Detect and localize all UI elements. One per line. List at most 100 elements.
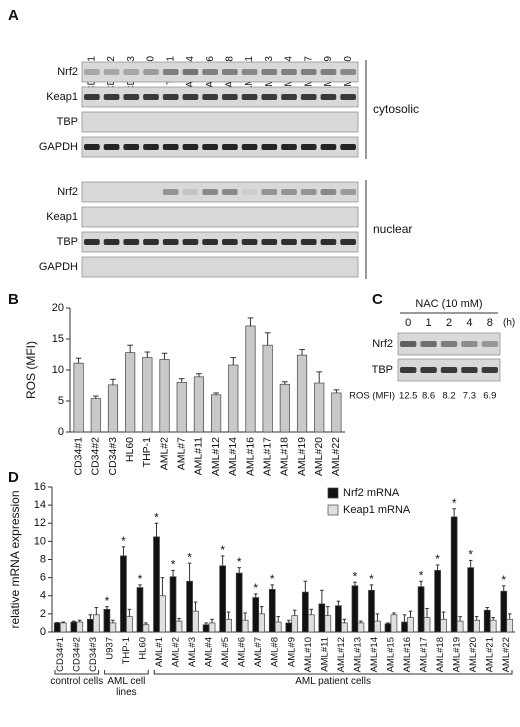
x-tick-label: AML#17 (419, 637, 430, 672)
band (241, 69, 258, 75)
error-bar (468, 559, 473, 568)
significance-mark: * (171, 558, 176, 572)
bar (262, 344, 273, 433)
error-bar (160, 577, 165, 596)
x-tick-label: AML#17 (261, 437, 273, 476)
bar (489, 619, 497, 633)
band (320, 239, 337, 245)
y-tick-label: 8 (40, 553, 46, 565)
bar (291, 615, 299, 633)
x-tick-label: AML#13 (352, 637, 363, 672)
band (222, 239, 238, 245)
x-tick-label: AML#22 (501, 637, 512, 672)
bar (125, 352, 136, 433)
band (340, 189, 356, 195)
treatment-label: NAC (10 mM) (415, 298, 482, 310)
error-bar (220, 555, 225, 566)
significance-mark: * (435, 552, 440, 566)
significance-mark: * (220, 543, 225, 557)
error-bar (243, 612, 247, 621)
band (261, 94, 278, 100)
error-bar (342, 618, 347, 623)
bar (341, 622, 348, 633)
band (461, 341, 478, 347)
error-bar (425, 607, 429, 618)
x-tick-label: AML#16 (402, 637, 413, 672)
x-tick-label: CD34#1 (55, 637, 66, 672)
legend-label: Keap1 mRNA (343, 504, 411, 516)
bar (483, 609, 491, 633)
ros-value: 7.3 (463, 391, 476, 402)
error-bar (441, 611, 446, 620)
band (84, 69, 100, 75)
error-bar (204, 622, 208, 625)
bar (407, 617, 414, 633)
band (162, 69, 179, 75)
blot (81, 231, 359, 253)
error-bar (177, 617, 181, 622)
group-label: AML cell lines (107, 676, 146, 698)
blot-row-label: GAPDH (39, 141, 78, 153)
significance-mark: * (452, 496, 457, 510)
band (202, 239, 218, 245)
x-tick-label: THP-1 (121, 637, 132, 664)
band (241, 94, 258, 100)
x-tick-label: AML#2 (158, 437, 170, 470)
ros-value: 8.2 (442, 391, 455, 402)
x-tick-label: AML#4 (204, 637, 215, 667)
bar (335, 605, 342, 633)
bar (175, 620, 183, 633)
band (300, 189, 317, 195)
error-bar (386, 622, 390, 624)
error-bar (92, 395, 99, 399)
bar (307, 614, 315, 633)
band (241, 189, 258, 195)
band (222, 94, 238, 100)
error-bar (299, 349, 305, 356)
bar (506, 618, 514, 633)
group-label-box: control cells (50, 676, 103, 687)
bar (357, 622, 365, 633)
error-bar (359, 620, 363, 623)
error-bar (369, 584, 374, 591)
error-bar (161, 352, 168, 360)
band (400, 367, 417, 373)
significance-mark: * (154, 510, 159, 524)
error-bar (270, 584, 275, 590)
x-tick-label: AML#5 (220, 637, 231, 667)
panel-letter: B (8, 291, 19, 308)
bar (70, 621, 78, 633)
bar (318, 603, 326, 633)
bar (268, 589, 276, 633)
band (84, 239, 100, 245)
band (320, 144, 337, 150)
error-bar (435, 564, 440, 571)
error-bar (171, 569, 175, 577)
bar (153, 536, 160, 633)
bar (351, 585, 359, 633)
band (162, 144, 179, 150)
time-label: 2 (446, 317, 452, 329)
significance-mark: * (501, 573, 506, 587)
time-unit: (h) (503, 318, 515, 329)
error-bar (326, 606, 330, 616)
band (420, 341, 437, 347)
error-bar (178, 378, 185, 383)
band (222, 144, 238, 150)
band (320, 189, 337, 195)
bar (53, 622, 61, 633)
panel-letter: A (8, 7, 19, 24)
band (420, 367, 437, 373)
group-label-box: AML cell lines (107, 676, 146, 698)
error-bar (303, 580, 308, 593)
significance-mark: * (353, 569, 358, 583)
band (103, 144, 120, 150)
x-tick-label: AML#14 (369, 637, 380, 672)
bar (368, 589, 375, 633)
legend-swatch (327, 487, 339, 499)
bar (73, 362, 84, 433)
x-tick-label: AML#9 (286, 637, 297, 667)
band (202, 94, 218, 100)
band (440, 341, 458, 347)
band (123, 144, 140, 150)
